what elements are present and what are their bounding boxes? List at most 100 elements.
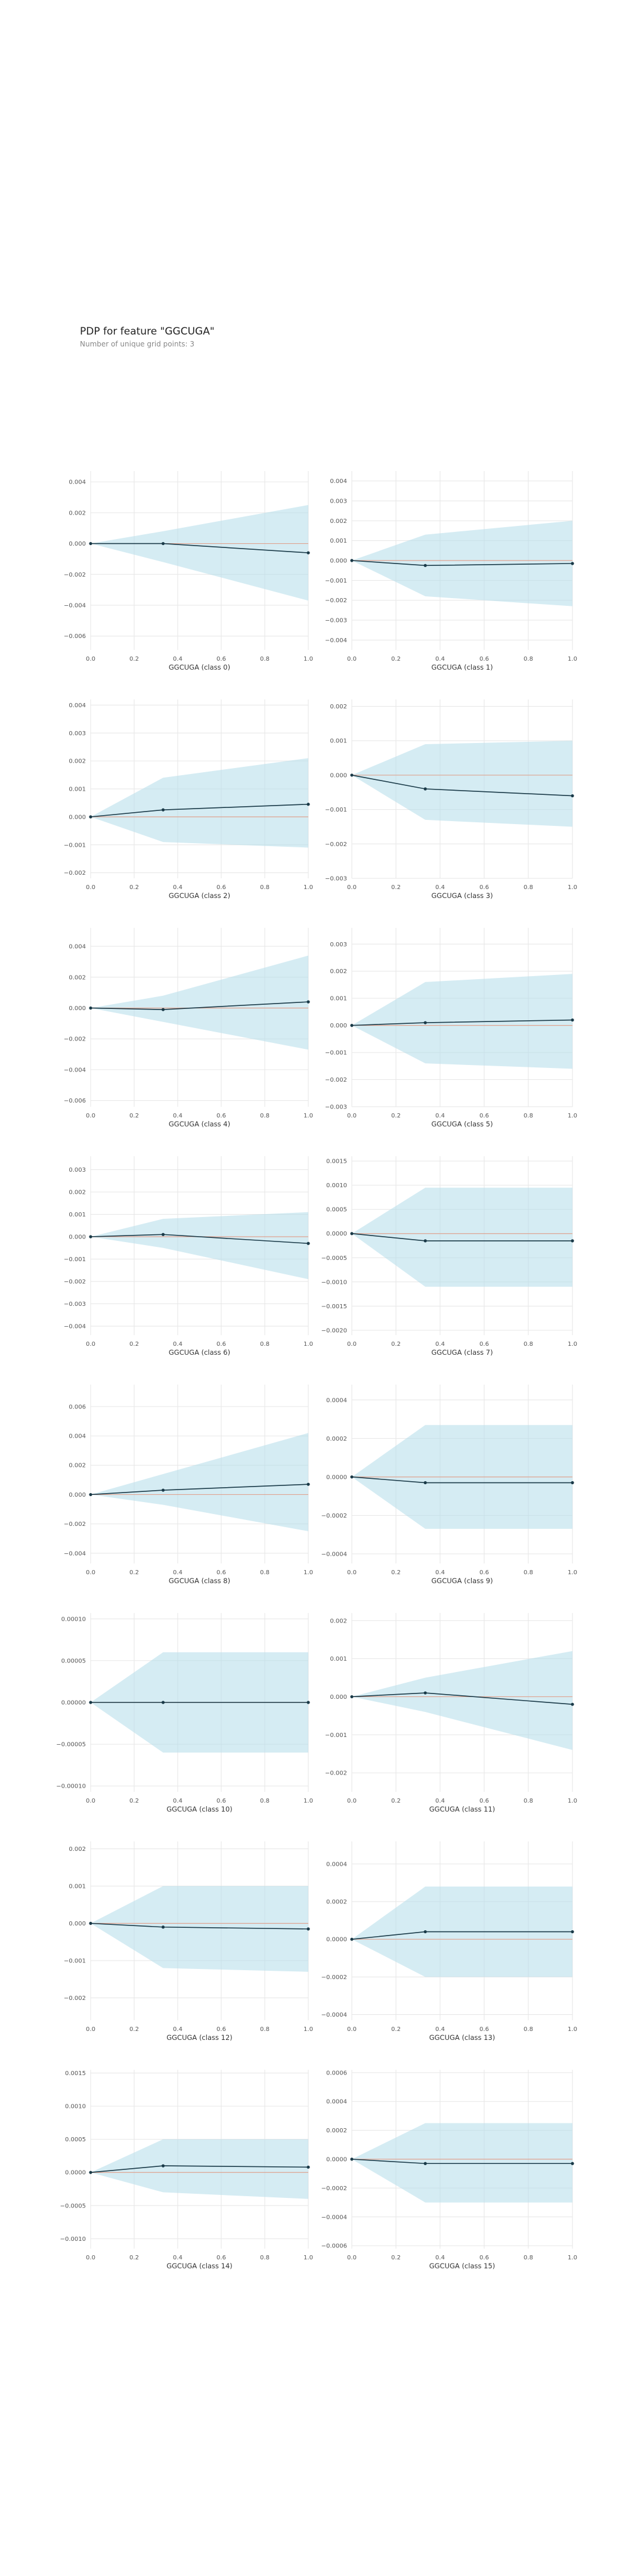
x-tick-label: 0.8 bbox=[260, 656, 270, 662]
x-tick-label: 1.0 bbox=[304, 2255, 313, 2261]
confidence-band bbox=[91, 1886, 308, 1972]
y-tick-label: 0.002 bbox=[330, 1618, 347, 1624]
y-tick-label: −0.004 bbox=[64, 1067, 86, 1073]
y-tick-label: 0.0015 bbox=[326, 1159, 347, 1165]
pdp-point bbox=[306, 1000, 310, 1004]
x-tick-label: 0.6 bbox=[479, 656, 489, 662]
y-tick-label: −0.006 bbox=[64, 1098, 86, 1104]
x-tick-label: 1.0 bbox=[304, 2026, 313, 2033]
x-axis-label: GGCUGA (class 4) bbox=[169, 1120, 230, 1128]
x-tick-label: 0.8 bbox=[524, 1341, 533, 1348]
x-tick-label: 0.2 bbox=[391, 656, 401, 662]
y-tick-label: 0.0005 bbox=[65, 2137, 86, 2143]
x-tick-label: 1.0 bbox=[304, 1341, 313, 1348]
pdp-point bbox=[161, 1925, 165, 1929]
pdp-panel-10: 0.00010 0.00005 0.00000 −0.00005 −0.00010 0.0… bbox=[56, 1613, 313, 1813]
y-tick-label: −0.002 bbox=[64, 1521, 86, 1528]
confidence-band bbox=[91, 504, 308, 601]
confidence-band bbox=[352, 1651, 572, 1750]
y-tick-label: −0.0004 bbox=[321, 1551, 347, 1558]
x-tick-label: 0.8 bbox=[260, 2026, 270, 2033]
x-tick-label: 0.4 bbox=[173, 1569, 182, 1576]
x-tick-label: 0.0 bbox=[86, 2255, 95, 2261]
y-tick-label: 0.000 bbox=[69, 1492, 86, 1498]
pdp-point bbox=[89, 815, 92, 819]
x-axis-label: GGCUGA (class 14) bbox=[166, 2262, 233, 2270]
x-tick-label: 1.0 bbox=[304, 656, 313, 662]
y-tick-label: 0.004 bbox=[330, 478, 347, 485]
x-tick-label: 1.0 bbox=[568, 656, 577, 662]
x-tick-label: 0.6 bbox=[216, 884, 226, 891]
y-tick-label: 0.004 bbox=[69, 1433, 86, 1440]
pdp-panel-13: 0.0004 0.0002 0.0000 −0.0002 −0.0004 0.0 0.2 0.… bbox=[321, 1841, 577, 2042]
x-tick-label: 0.2 bbox=[129, 1798, 139, 1804]
x-tick-label: 0.6 bbox=[479, 1341, 489, 1348]
y-tick-label: 0.000 bbox=[330, 1694, 347, 1701]
pdp-point bbox=[423, 787, 427, 791]
pdp-point bbox=[350, 773, 354, 777]
x-tick-label: 0.6 bbox=[479, 2026, 489, 2033]
y-tick-label: −0.003 bbox=[325, 876, 347, 883]
y-tick-label: −0.001 bbox=[325, 578, 347, 584]
x-tick-label: 0.8 bbox=[260, 1798, 270, 1804]
pdp-point bbox=[306, 1701, 310, 1704]
x-axis-label: GGCUGA (class 13) bbox=[429, 2033, 496, 2042]
pdp-panel-0: 0.004 0.002 0.000 −0.002 −0.004 −0.006 0.0 0.2 0… bbox=[64, 471, 313, 671]
x-tick-label: 0.4 bbox=[173, 2255, 182, 2261]
pdp-point bbox=[571, 1239, 574, 1243]
y-tick-label: −0.004 bbox=[64, 1324, 86, 1330]
y-tick-label: 0.0004 bbox=[326, 1861, 347, 1868]
pdp-panel-7: 0.0015 0.0010 0.0005 0.0000 −0.0005 −0.0010 −0… bbox=[321, 1156, 577, 1357]
x-tick-label: 0.8 bbox=[524, 1569, 533, 1576]
x-axis-label: GGCUGA (class 11) bbox=[429, 1805, 496, 1813]
x-tick-label: 0.6 bbox=[216, 2255, 226, 2261]
y-tick-label: 0.002 bbox=[69, 510, 86, 516]
y-tick-label: 0.002 bbox=[330, 518, 347, 525]
x-tick-label: 1.0 bbox=[568, 884, 577, 891]
y-tick-label: 0.001 bbox=[69, 1884, 86, 1890]
x-tick-label: 0.0 bbox=[347, 1341, 357, 1348]
x-tick-label: 0.2 bbox=[129, 2026, 139, 2033]
pdp-point bbox=[161, 808, 165, 812]
y-tick-label: −0.0002 bbox=[321, 1974, 347, 1981]
y-tick-label: 0.000 bbox=[69, 541, 86, 547]
y-tick-label: 0.0015 bbox=[65, 2070, 86, 2077]
x-tick-label: 0.8 bbox=[260, 1569, 270, 1576]
pdp-point bbox=[89, 2171, 92, 2174]
pdp-point bbox=[161, 2164, 165, 2168]
pdp-point bbox=[571, 1702, 574, 1706]
confidence-band bbox=[91, 1433, 308, 1531]
confidence-band bbox=[352, 974, 572, 1069]
y-tick-label: 0.0002 bbox=[326, 1436, 347, 1442]
x-tick-label: 0.6 bbox=[479, 1569, 489, 1576]
y-tick-label: −0.006 bbox=[64, 633, 86, 640]
pdp-point bbox=[161, 541, 165, 546]
confidence-band bbox=[352, 1187, 572, 1287]
x-tick-label: 1.0 bbox=[568, 2026, 577, 2033]
x-tick-label: 0.2 bbox=[129, 1113, 139, 1119]
y-tick-label: 0.004 bbox=[69, 702, 86, 709]
x-tick-label: 0.4 bbox=[173, 1798, 182, 1804]
y-tick-label: 0.002 bbox=[69, 758, 86, 765]
x-tick-label: 0.4 bbox=[435, 1113, 445, 1119]
pdp-point bbox=[423, 1691, 427, 1695]
pdp-point bbox=[161, 1701, 165, 1704]
pdp-point bbox=[89, 1006, 92, 1010]
x-tick-label: 0.0 bbox=[86, 656, 95, 662]
y-tick-label: 0.00010 bbox=[61, 1616, 86, 1623]
pdp-point bbox=[306, 1927, 310, 1931]
pdp-point bbox=[161, 1008, 165, 1011]
confidence-band bbox=[91, 2139, 308, 2199]
x-tick-label: 0.0 bbox=[347, 656, 357, 662]
y-tick-label: −0.0005 bbox=[321, 1255, 347, 1262]
y-tick-label: 0.004 bbox=[69, 944, 86, 950]
pdp-point bbox=[306, 803, 310, 806]
y-tick-label: −0.0005 bbox=[60, 2203, 86, 2209]
y-tick-label: 0.003 bbox=[330, 942, 347, 948]
pdp-point bbox=[306, 1482, 310, 1486]
pdp-point bbox=[161, 1488, 165, 1492]
y-tick-label: −0.003 bbox=[325, 618, 347, 624]
pdp-point bbox=[423, 1239, 427, 1243]
page-title: PDP for feature "GGCUGA" bbox=[80, 326, 215, 338]
y-tick-label: −0.004 bbox=[64, 1550, 86, 1557]
